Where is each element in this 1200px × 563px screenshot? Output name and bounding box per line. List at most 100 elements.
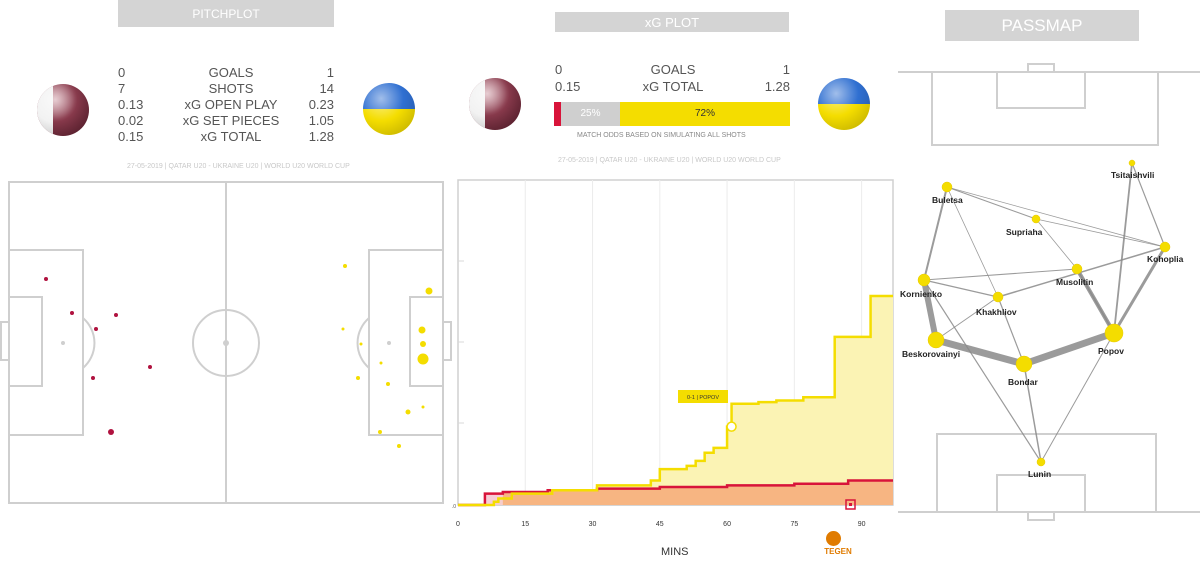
stat-home: 7 (118, 81, 126, 96)
player-node (917, 273, 931, 287)
x-tick-label: 0 (456, 521, 460, 528)
x-tick-label: 90 (858, 521, 866, 528)
stat-home: 0.13 (118, 97, 144, 112)
pass-link (923, 279, 1042, 463)
odds-bar: 25% 72% (554, 102, 790, 126)
player-label: Buletsa (932, 195, 963, 205)
stat-home: 0.15 (555, 79, 581, 94)
shot-marker (70, 311, 74, 315)
shot-marker (356, 376, 360, 380)
goal-label-box (678, 390, 728, 403)
pass-link (921, 277, 939, 343)
player-label: Bondar (1008, 377, 1038, 387)
shot-marker (420, 341, 426, 347)
qatar-flag-icon (37, 84, 89, 136)
player-node (1071, 263, 1083, 275)
series-area-ukraine (458, 296, 893, 505)
player-node (992, 291, 1004, 303)
goal-marker (726, 421, 737, 432)
goal-label: 0-1 | POPOV (687, 395, 719, 401)
xgplot-match-line: 27-05-2019 | QATAR U20 - UKRAINE U20 | W… (558, 157, 781, 164)
pass-link (1035, 218, 1078, 270)
pass-link (935, 296, 999, 341)
stat-away: 0.23 (308, 97, 334, 112)
player-label: Musolitin (1056, 277, 1093, 287)
pass-link (997, 246, 1166, 298)
player-node (1015, 355, 1033, 373)
xg-chart: 0 15 30 45 60 75 90 0.0 0-1 | POPOV (452, 179, 894, 528)
stat-label: xG SET PIECES (182, 113, 280, 128)
player-node (927, 331, 945, 349)
x-tick-label: 15 (521, 521, 529, 528)
pass-link (1040, 332, 1115, 463)
x-tick-label: 75 (790, 521, 798, 528)
xgplot-panel: xG PLOT 0 GOALS 1 0.15 xG TOTAL 1.28 25% 72% … (452, 0, 898, 563)
qatar-flag-icon (469, 78, 521, 130)
series-line-ukraine (458, 294, 893, 507)
player-label: Popov (1098, 346, 1124, 356)
x-axis-title: MINS (661, 546, 689, 558)
pass-link (1076, 268, 1115, 334)
passmap-title: PASSMAP (945, 10, 1139, 41)
shot-marker (341, 327, 345, 331)
pass-link (1112, 245, 1167, 335)
stat-label: xG OPEN PLAY (184, 97, 278, 112)
tegen-logo-text: TEGEN (824, 547, 852, 556)
shot-marker (418, 326, 426, 334)
pass-link (946, 186, 1037, 220)
shot-marker (359, 342, 363, 346)
odds-away-label: 72% (694, 108, 715, 119)
stat-away: 1 (782, 62, 790, 77)
stat-label: xG TOTAL (642, 79, 704, 94)
player-label: Beskorovainyi (902, 349, 960, 359)
odds-away-segment: 72% (620, 102, 790, 126)
odds-note: MATCH ODDS BASED ON SIMULATING ALL SHOTS (577, 132, 746, 139)
x-tick-label: 60 (723, 521, 731, 528)
xgplot-title: xG PLOT (555, 12, 789, 32)
stat-home: 0 (118, 65, 126, 80)
pass-link (946, 186, 999, 298)
y-tick-label: 0.0 (452, 504, 456, 510)
pass-link (997, 296, 1025, 365)
ukraine-flag-icon (818, 78, 870, 130)
x-tick-label: 30 (589, 521, 597, 528)
stat-away: 1 (326, 65, 334, 80)
pass-link (946, 186, 1166, 248)
tegen-logo: TEGEN (814, 531, 864, 559)
shot-marker (343, 264, 347, 268)
player-node (1104, 323, 1124, 343)
player-node (1128, 159, 1136, 167)
shot-marker (378, 430, 382, 434)
shot-marker (386, 382, 390, 386)
shot-marker (148, 365, 152, 369)
stat-label: xG TOTAL (200, 129, 262, 144)
player-label: Khakhliov (976, 307, 1017, 317)
pitchplot-match-line: 27-05-2019 | QATAR U20 - UKRAINE U20 | W… (127, 163, 350, 170)
stat-away: 1.05 (308, 113, 334, 128)
odds-home-segment (554, 102, 561, 126)
stat-home: 0.15 (118, 129, 144, 144)
pass-link (1035, 218, 1166, 248)
pass-link (1113, 162, 1133, 334)
shot-marker (405, 409, 411, 415)
player-label: Kornienko (900, 289, 942, 299)
shot-marker (44, 277, 48, 281)
player-label: Lunin (1028, 469, 1051, 479)
player-label: Supriaha (1006, 227, 1043, 237)
player-label: Kohoplia (1147, 254, 1184, 264)
pass-link (932, 336, 1028, 368)
shot-marker (379, 361, 383, 365)
stat-home: 0 (555, 62, 563, 77)
odds-draw-label: 25% (580, 108, 601, 119)
pass-link (923, 268, 1078, 281)
ukraine-flag-icon (363, 83, 415, 135)
series-line-qatar (458, 479, 893, 507)
stat-away: 1.28 (764, 79, 790, 94)
shot-marker (425, 287, 433, 295)
stat-away: 14 (319, 81, 334, 96)
player-label: Tsitaishvili (1111, 170, 1154, 180)
pass-link (923, 279, 999, 298)
tegen-logo-icon (826, 531, 841, 546)
stat-home: 0.02 (118, 113, 144, 128)
shot-marker (397, 444, 401, 448)
